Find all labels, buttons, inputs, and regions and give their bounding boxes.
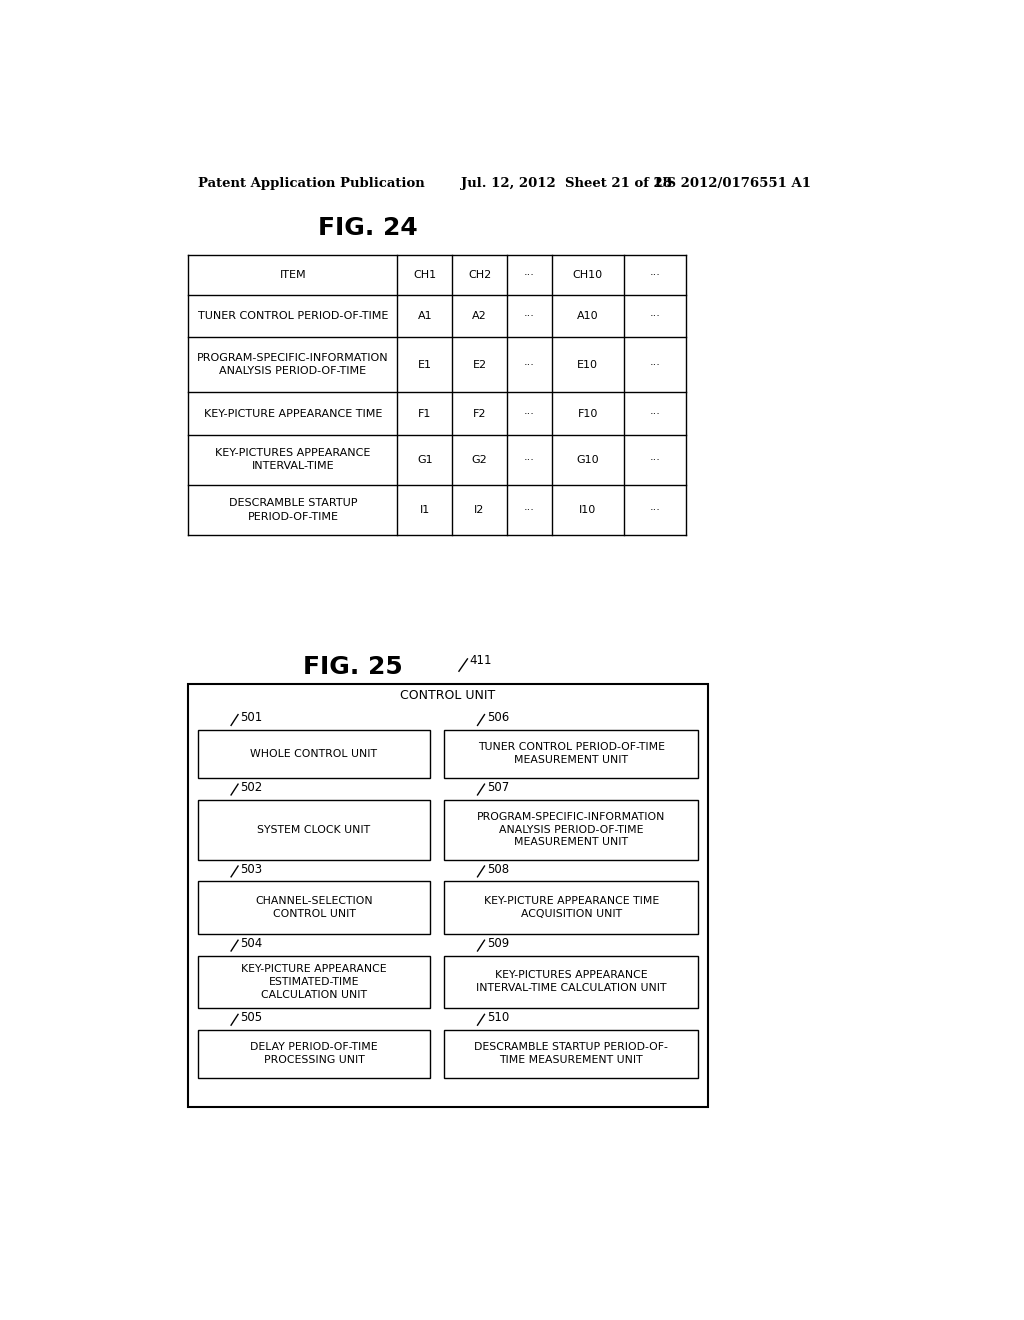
Text: I1: I1: [420, 506, 430, 515]
Text: FIG. 24: FIG. 24: [318, 215, 418, 240]
Text: E2: E2: [472, 360, 486, 370]
Text: KEY-PICTURES APPEARANCE
INTERVAL-TIME CALCULATION UNIT: KEY-PICTURES APPEARANCE INTERVAL-TIME CA…: [476, 970, 667, 993]
Text: 411: 411: [469, 653, 492, 667]
Text: KEY-PICTURES APPEARANCE
INTERVAL-TIME: KEY-PICTURES APPEARANCE INTERVAL-TIME: [215, 449, 371, 471]
Bar: [444, 800, 698, 859]
Bar: [188, 684, 708, 1107]
Text: ···: ···: [649, 360, 660, 370]
Text: I2: I2: [474, 506, 484, 515]
Text: 502: 502: [241, 780, 262, 793]
Text: ···: ···: [649, 269, 660, 280]
Text: CHANNEL-SELECTION
CONTROL UNIT: CHANNEL-SELECTION CONTROL UNIT: [255, 896, 373, 919]
Text: CH2: CH2: [468, 269, 492, 280]
Bar: [444, 882, 698, 933]
Text: KEY-PICTURE APPEARANCE TIME: KEY-PICTURE APPEARANCE TIME: [204, 409, 382, 418]
Text: ···: ···: [649, 312, 660, 321]
Text: I10: I10: [580, 506, 596, 515]
Text: 505: 505: [241, 1011, 262, 1024]
Text: 507: 507: [486, 780, 509, 793]
Text: ITEM: ITEM: [280, 269, 306, 280]
Text: US 2012/0176551 A1: US 2012/0176551 A1: [655, 177, 811, 190]
Text: TUNER CONTROL PERIOD-OF-TIME: TUNER CONTROL PERIOD-OF-TIME: [198, 312, 388, 321]
Bar: [444, 730, 698, 777]
Bar: [444, 1030, 698, 1077]
Text: PROGRAM-SPECIFIC-INFORMATION
ANALYSIS PERIOD-OF-TIME: PROGRAM-SPECIFIC-INFORMATION ANALYSIS PE…: [198, 354, 389, 376]
Text: KEY-PICTURE APPEARANCE
ESTIMATED-TIME
CALCULATION UNIT: KEY-PICTURE APPEARANCE ESTIMATED-TIME CA…: [242, 964, 387, 999]
Text: 508: 508: [486, 862, 509, 875]
Text: ···: ···: [524, 312, 535, 321]
Text: DESCRAMBLE STARTUP PERIOD-OF-
TIME MEASUREMENT UNIT: DESCRAMBLE STARTUP PERIOD-OF- TIME MEASU…: [474, 1043, 669, 1065]
Text: KEY-PICTURE APPEARANCE TIME
ACQUISITION UNIT: KEY-PICTURE APPEARANCE TIME ACQUISITION …: [483, 896, 658, 919]
Bar: [198, 956, 430, 1008]
Text: ···: ···: [649, 409, 660, 418]
Text: 504: 504: [241, 937, 262, 950]
Text: 509: 509: [486, 937, 509, 950]
Text: 503: 503: [241, 862, 262, 875]
Text: 506: 506: [486, 711, 509, 725]
Bar: [198, 1030, 430, 1077]
Text: Patent Application Publication: Patent Application Publication: [198, 177, 425, 190]
Text: CH1: CH1: [414, 269, 436, 280]
Text: TUNER CONTROL PERIOD-OF-TIME
MEASUREMENT UNIT: TUNER CONTROL PERIOD-OF-TIME MEASUREMENT…: [478, 742, 665, 766]
Bar: [444, 956, 698, 1008]
Bar: [198, 882, 430, 933]
Text: F2: F2: [473, 409, 486, 418]
Text: 501: 501: [241, 711, 262, 725]
Text: ···: ···: [649, 506, 660, 515]
Text: PROGRAM-SPECIFIC-INFORMATION
ANALYSIS PERIOD-OF-TIME
MEASUREMENT UNIT: PROGRAM-SPECIFIC-INFORMATION ANALYSIS PE…: [477, 812, 666, 847]
Text: A10: A10: [577, 312, 599, 321]
Bar: [198, 730, 430, 777]
Text: ···: ···: [649, 455, 660, 465]
Bar: [198, 800, 430, 859]
Text: DELAY PERIOD-OF-TIME
PROCESSING UNIT: DELAY PERIOD-OF-TIME PROCESSING UNIT: [250, 1043, 378, 1065]
Text: CONTROL UNIT: CONTROL UNIT: [400, 689, 496, 702]
Text: DESCRAMBLE STARTUP
PERIOD-OF-TIME: DESCRAMBLE STARTUP PERIOD-OF-TIME: [228, 499, 357, 521]
Text: A1: A1: [418, 312, 432, 321]
Text: G1: G1: [417, 455, 432, 465]
Text: ···: ···: [524, 506, 535, 515]
Text: CH10: CH10: [572, 269, 603, 280]
Text: WHOLE CONTROL UNIT: WHOLE CONTROL UNIT: [251, 748, 378, 759]
Text: SYSTEM CLOCK UNIT: SYSTEM CLOCK UNIT: [257, 825, 371, 834]
Text: A2: A2: [472, 312, 486, 321]
Text: G10: G10: [577, 455, 599, 465]
Text: ···: ···: [524, 455, 535, 465]
Text: Jul. 12, 2012  Sheet 21 of 28: Jul. 12, 2012 Sheet 21 of 28: [461, 177, 672, 190]
Text: F1: F1: [418, 409, 431, 418]
Text: 510: 510: [486, 1011, 509, 1024]
Text: ···: ···: [524, 360, 535, 370]
Text: F10: F10: [578, 409, 598, 418]
Text: G2: G2: [472, 455, 487, 465]
Text: E10: E10: [578, 360, 598, 370]
Text: E1: E1: [418, 360, 432, 370]
Text: ···: ···: [524, 409, 535, 418]
Text: FIG. 25: FIG. 25: [303, 655, 402, 678]
Text: ···: ···: [524, 269, 535, 280]
